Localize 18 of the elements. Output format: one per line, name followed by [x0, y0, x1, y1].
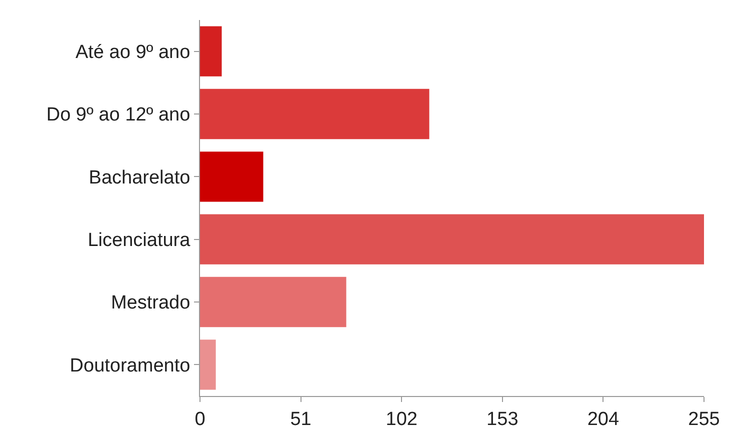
y-tick-label: Até ao 9º ano	[75, 42, 190, 63]
y-tick-label: Mestrado	[110, 292, 190, 314]
bar	[200, 276, 346, 328]
y-tick-label: Doutoramento	[70, 355, 190, 376]
bar	[200, 340, 216, 390]
x-tick-label: 102	[386, 408, 418, 430]
y-tick-label: Do 9º ao 12º ano	[46, 104, 190, 126]
x-tick-label: 204	[587, 408, 620, 430]
bar	[200, 26, 222, 76]
bar	[200, 152, 264, 202]
bar	[200, 88, 430, 140]
y-tick-label: Licenciatura	[88, 230, 191, 251]
x-tick-label: 153	[486, 408, 518, 430]
x-tick-label: 255	[688, 408, 720, 430]
y-tick-label: Bacharelato	[88, 167, 190, 188]
x-tick-label: 51	[290, 408, 312, 430]
x-tick-label: 0	[194, 408, 206, 430]
bar	[200, 214, 704, 264]
